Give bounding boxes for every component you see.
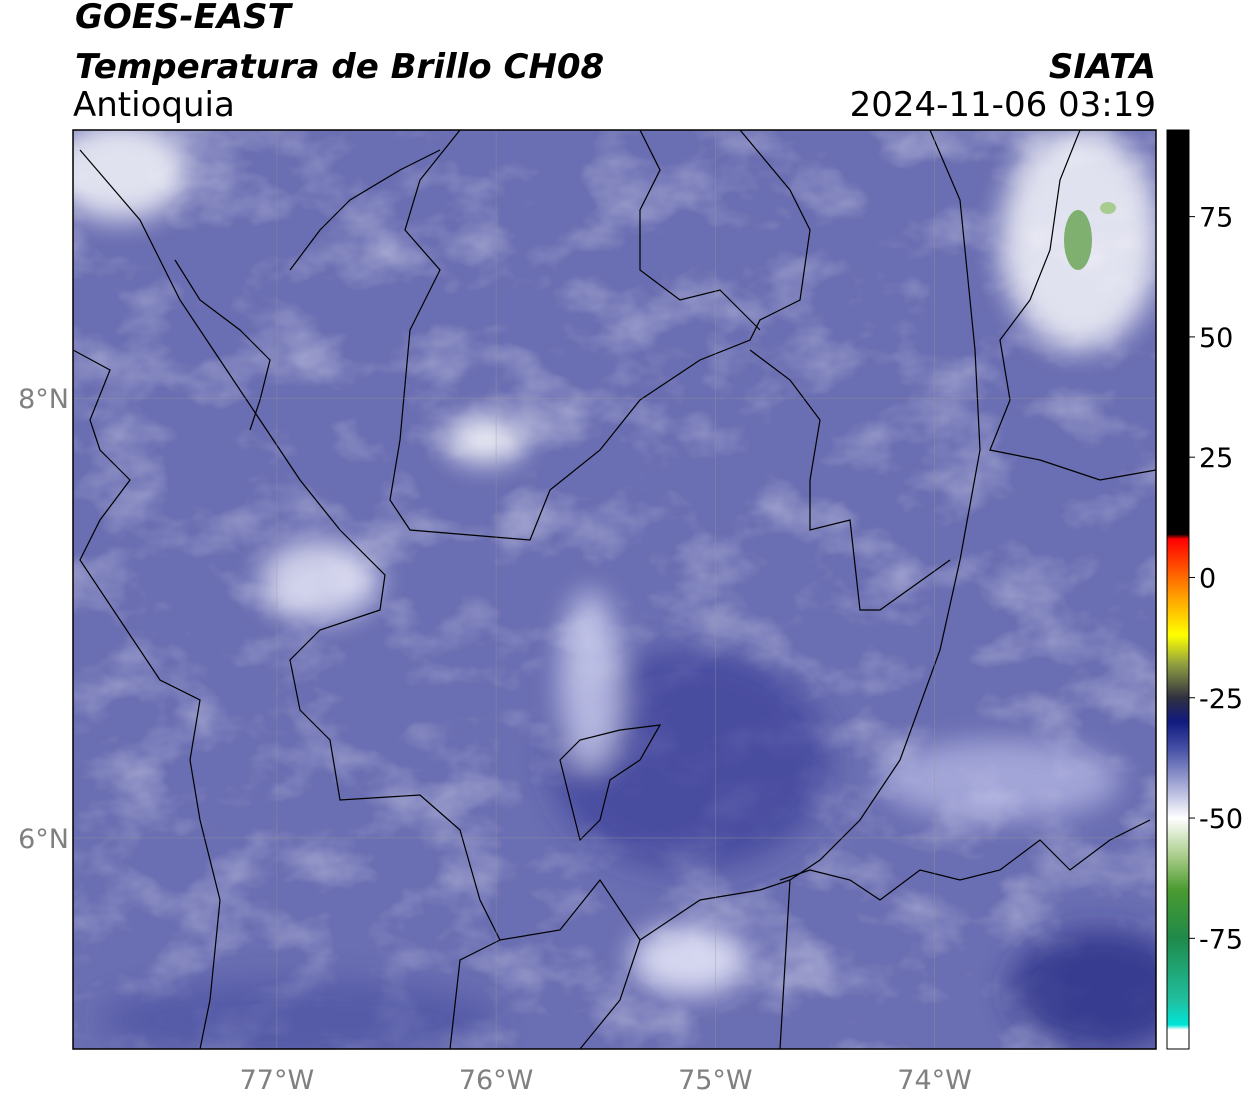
- title: GOES-EAST: [75, 0, 294, 37]
- y-tick-label: 6°N: [18, 824, 69, 855]
- y-tick-label: 8°N: [18, 384, 69, 415]
- colorbar-tick-label: -75: [1199, 924, 1243, 955]
- x-tick-label: 75°W: [678, 1065, 753, 1096]
- subtitle: Temperatura de Brillo CH08: [75, 47, 604, 87]
- colorbar-tick-label: -50: [1199, 804, 1243, 835]
- x-tick-label: 77°W: [240, 1065, 315, 1096]
- region: Antioquia: [73, 85, 235, 125]
- colorbar-tick-label: 0: [1199, 563, 1216, 594]
- x-tick-label: 76°W: [459, 1065, 534, 1096]
- datetime: 2024-11-06 03:19: [850, 85, 1156, 125]
- x-tick-label: 74°W: [897, 1065, 972, 1096]
- imagery: [73, 130, 1156, 1049]
- colorbar-tick-label: 25: [1199, 443, 1233, 474]
- source: SIATA: [1049, 47, 1156, 87]
- colorbar-tick-label: 50: [1199, 323, 1233, 354]
- colorbar-tick-label: -25: [1199, 684, 1243, 715]
- borders: [73, 130, 1156, 1049]
- colorbar-tick-label: 75: [1199, 203, 1233, 234]
- map-frame: [72, 129, 1157, 1050]
- colorbar: [1166, 129, 1190, 1050]
